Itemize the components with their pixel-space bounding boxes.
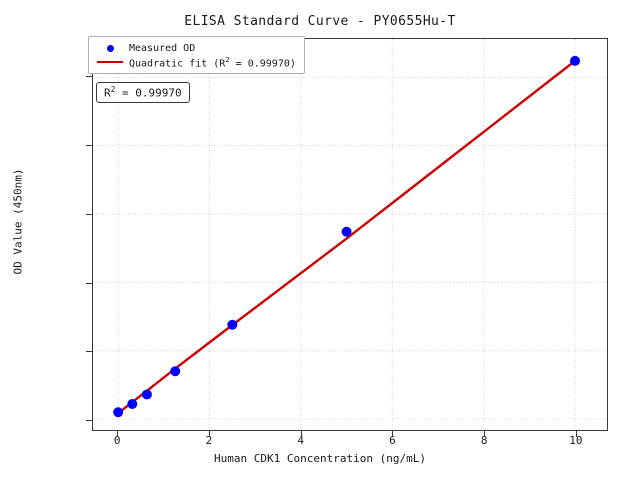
legend-item-quadratic-fit[interactable]: Quadratic fit (R2 = 0.99970) (95, 55, 296, 69)
x-tick-mark (484, 431, 486, 437)
x-tick-mark (117, 431, 119, 437)
legend-fit-sup: 2 (225, 54, 230, 64)
x-tick-label: 6 (389, 434, 396, 447)
x-tick-label: 8 (480, 434, 488, 447)
legend-fit-text-part2: = 0.99970) (229, 58, 296, 70)
r2-superscript: 2 (110, 85, 116, 94)
y-axis-label: OD Value (450nm) (11, 168, 25, 275)
legend-label-measured-od: Measured OD (129, 42, 196, 54)
data-layer (113, 55, 580, 418)
x-tick-label: 2 (205, 434, 213, 447)
y-tick-mark (86, 420, 92, 421)
x-axis-label: Human CDK1 Concentration (ng/mL) (214, 452, 426, 465)
y-tick-mark (86, 351, 92, 353)
y-tick-mark (86, 76, 92, 78)
blue-dot-marker-icon (95, 44, 125, 52)
y-tick-mark (86, 213, 92, 215)
y-tick-mark (86, 282, 92, 284)
red-line-marker-icon (95, 60, 125, 64)
plot-area (92, 38, 608, 431)
x-tick-mark (300, 431, 302, 437)
legend-fit-text-part1: Quadratic fit (R (129, 58, 226, 70)
x-tick-mark (575, 431, 577, 437)
y-tick-mark (86, 145, 92, 147)
x-tick-label: 10 (569, 434, 583, 447)
r-squared-annotation-box: R2 = 0.99970 (96, 82, 190, 103)
legend-item-measured-od[interactable]: Measured OD (95, 41, 296, 55)
x-tick-label: 0 (113, 434, 121, 447)
x-tick-mark (392, 431, 394, 437)
legend-label-quadratic-fit: Quadratic fit (R2 = 0.99970) (125, 55, 296, 69)
chart-title: ELISA Standard Curve - PY0655Hu-T (184, 14, 456, 29)
chart-legend[interactable]: Measured OD Quadratic fit (R2 = 0.99970) (88, 36, 305, 74)
x-tick-label: 4 (297, 434, 304, 447)
x-tick-mark (208, 431, 210, 437)
r2-suffix: = 0.99970 (115, 86, 182, 100)
r2-prefix: R (104, 86, 111, 100)
